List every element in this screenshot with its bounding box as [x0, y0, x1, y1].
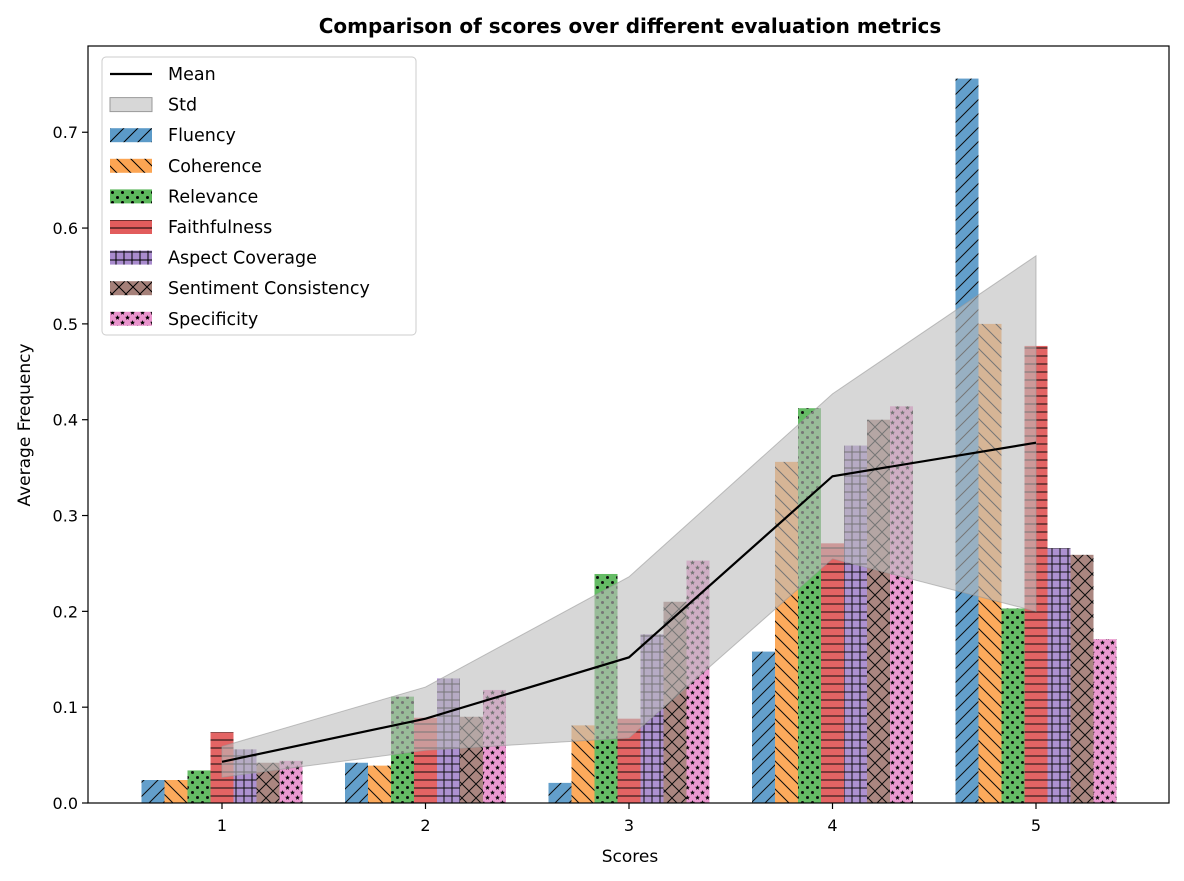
- bar-coherence-score-1: [164, 780, 188, 803]
- x-tick-label: 5: [1031, 816, 1041, 835]
- legend-label: Aspect Coverage: [168, 249, 317, 269]
- legend-swatch: [110, 250, 152, 265]
- legend-item-aspect-coverage: Aspect Coverage: [110, 249, 317, 269]
- std-band: [221, 254, 1037, 778]
- legend-item-faithfulness: Faithfulness: [110, 218, 272, 238]
- bar-aspect-coverage-score-5: [1047, 548, 1071, 803]
- legend-label: Coherence: [168, 157, 262, 177]
- x-axis-label: Scores: [602, 847, 659, 867]
- bar-fluency-score-4: [752, 651, 775, 803]
- y-tick-label: 0.7: [53, 123, 78, 142]
- legend-item-specificity: Specificity: [110, 310, 258, 330]
- y-tick-label: 0.2: [53, 602, 78, 621]
- legend-label: Std: [168, 96, 197, 116]
- legend-item-sentiment-consistency: Sentiment Consistency: [110, 279, 370, 299]
- bar-specificity-score-1: [279, 760, 303, 803]
- bar-faithfulness-score-4: [821, 543, 844, 803]
- y-tick-label: 0.3: [53, 507, 78, 526]
- legend-label: Sentiment Consistency: [168, 279, 370, 299]
- legend-item-std: Std: [109, 96, 197, 116]
- legend-swatch: [110, 281, 152, 296]
- std-area: [221, 254, 1037, 778]
- legend: Mean Std Fluency Coherence Relevance Faithful…: [101, 56, 417, 336]
- legend-swatch: [110, 189, 152, 204]
- x-tick-label: 1: [217, 816, 227, 835]
- legend-label: Relevance: [168, 187, 258, 207]
- chart-title: Comparison of scores over different eval…: [319, 14, 942, 38]
- bar-fluency-score-1: [141, 780, 165, 803]
- bar-relevance-score-1: [187, 770, 211, 803]
- bar-sentiment-consistency-score-1: [256, 762, 280, 803]
- y-tick-label: 0.1: [53, 698, 78, 717]
- legend-item-fluency: Fluency: [110, 126, 236, 146]
- legend-swatch: [110, 220, 152, 234]
- bar-coherence-score-2: [368, 765, 391, 803]
- bar-relevance-score-5: [1001, 608, 1025, 803]
- y-tick-label: 0.5: [53, 315, 78, 334]
- legend-label: Specificity: [168, 310, 258, 330]
- legend-swatch: [110, 128, 152, 143]
- bar-specificity-score-5: [1093, 639, 1117, 803]
- y-tick-label: 0.0: [53, 794, 78, 813]
- bar-faithfulness-score-3: [617, 718, 641, 803]
- bar-coherence-score-3: [571, 725, 595, 803]
- bar-fluency-score-3: [548, 782, 572, 803]
- bar-fluency-score-2: [345, 762, 368, 803]
- y-axis-label: Average Frequency: [15, 343, 35, 506]
- x-tick-label: 4: [827, 816, 837, 835]
- legend-label: Mean: [168, 65, 216, 85]
- mean-series-line: [221, 441, 1037, 763]
- axes: 0.0 0.1 0.2 0.3 0.4 0.5 0.6 0.7 1 2 3 4 5: [53, 45, 1170, 835]
- legend-item-mean: Mean: [110, 65, 216, 85]
- legend-label: Fluency: [168, 126, 236, 146]
- legend-swatch: [110, 311, 152, 326]
- x-tick-label: 2: [420, 816, 430, 835]
- y-tick-label: 0.4: [53, 411, 78, 430]
- legend-swatch: [110, 158, 152, 173]
- y-tick-label: 0.6: [53, 219, 78, 238]
- legend-label: Faithfulness: [168, 218, 272, 238]
- mean-line: [221, 441, 1037, 763]
- x-tick-label: 3: [624, 816, 634, 835]
- bar-sentiment-consistency-score-5: [1070, 554, 1094, 803]
- legend-box: [101, 56, 417, 336]
- legend-item-relevance: Relevance: [110, 187, 258, 207]
- legend-swatch-std: [109, 97, 153, 113]
- legend-item-coherence: Coherence: [110, 157, 262, 177]
